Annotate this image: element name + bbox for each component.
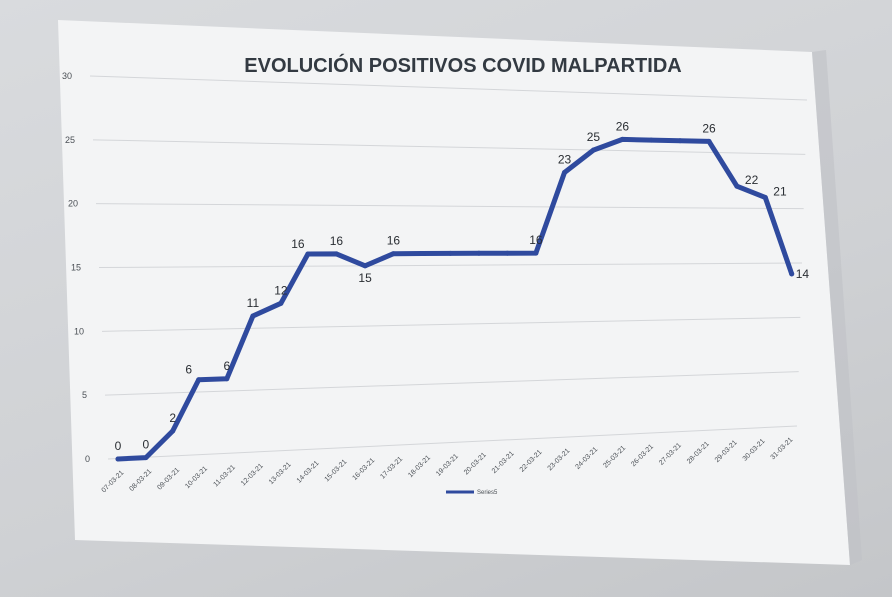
paper-shadow (812, 50, 862, 565)
data-point (333, 251, 339, 257)
data-point (648, 137, 654, 143)
gridline (92, 139, 806, 155)
data-point (170, 428, 176, 434)
data-label: 0 (115, 439, 122, 453)
y-tick-label: 0 (85, 454, 90, 464)
legend-label: Series5 (477, 490, 498, 496)
y-tick-label: 30 (62, 71, 72, 81)
data-point (533, 250, 539, 256)
data-label: 21 (773, 185, 787, 199)
data-label: 12 (274, 283, 288, 297)
data-label: 22 (745, 173, 759, 187)
data-label: 16 (291, 237, 305, 251)
y-axis-ticks: 0 5 10 15 20 25 30 (62, 71, 90, 464)
gridline (101, 316, 801, 332)
data-label: 23 (558, 153, 572, 167)
y-tick-label: 10 (74, 326, 84, 336)
data-point (390, 251, 396, 257)
data-point (224, 376, 230, 382)
data-point (590, 147, 596, 153)
data-label: 15 (358, 271, 372, 285)
data-point (789, 271, 795, 277)
data-point (677, 138, 683, 144)
series-layer (115, 136, 795, 462)
gridline (107, 425, 798, 460)
paper-sheet (58, 20, 850, 565)
data-point (447, 250, 453, 256)
data-point (706, 138, 712, 144)
data-label: 0 (143, 438, 150, 452)
data-point (504, 250, 510, 256)
data-label: 16 (529, 233, 543, 247)
data-point (196, 377, 202, 383)
data-point (278, 300, 284, 306)
data-point (115, 456, 121, 462)
data-label: 14 (796, 267, 810, 281)
y-tick-label: 25 (65, 135, 75, 145)
gridline (95, 203, 804, 210)
y-tick-label: 15 (71, 263, 81, 273)
gridline (104, 371, 799, 396)
y-tick-label: 20 (68, 199, 78, 209)
data-label: 16 (387, 234, 401, 248)
data-label: 6 (223, 359, 230, 373)
gridline (98, 262, 803, 268)
data-point (250, 313, 256, 319)
data-label: 16 (330, 234, 344, 248)
data-label: 25 (587, 130, 601, 144)
data-label: 26 (616, 119, 630, 133)
data-point (419, 251, 425, 256)
y-tick-label: 5 (82, 390, 87, 400)
data-label: 11 (247, 296, 260, 310)
data-label: 2 (169, 411, 176, 425)
data-point (562, 170, 567, 175)
data-label: 26 (702, 121, 716, 135)
data-point (476, 250, 482, 256)
gridline (89, 75, 808, 101)
data-point (619, 136, 625, 142)
data-label: 6 (185, 363, 192, 377)
data-point (143, 455, 149, 461)
chart-title: EVOLUCIÓN POSITIVOS COVID MALPARTIDA (244, 53, 681, 77)
data-point (305, 251, 311, 257)
data-point (762, 195, 768, 200)
grid-lines (89, 75, 808, 460)
legend: Series5 (446, 490, 498, 496)
data-point (362, 263, 368, 269)
data-point (734, 183, 740, 189)
